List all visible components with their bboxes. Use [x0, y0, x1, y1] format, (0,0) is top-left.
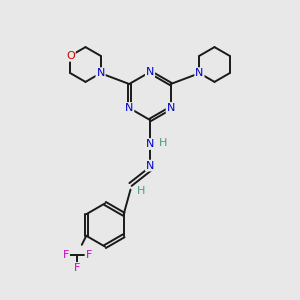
Text: H: H: [137, 186, 145, 196]
Text: N: N: [146, 67, 154, 77]
Text: N: N: [125, 103, 134, 113]
Text: F: F: [63, 250, 69, 260]
Text: F: F: [85, 250, 92, 260]
Text: O: O: [66, 51, 75, 61]
Text: N: N: [146, 160, 154, 171]
Text: F: F: [74, 263, 80, 273]
Text: N: N: [146, 139, 154, 149]
Text: N: N: [167, 103, 175, 113]
Text: N: N: [195, 68, 204, 78]
Text: N: N: [96, 68, 105, 78]
Text: H: H: [159, 137, 168, 148]
